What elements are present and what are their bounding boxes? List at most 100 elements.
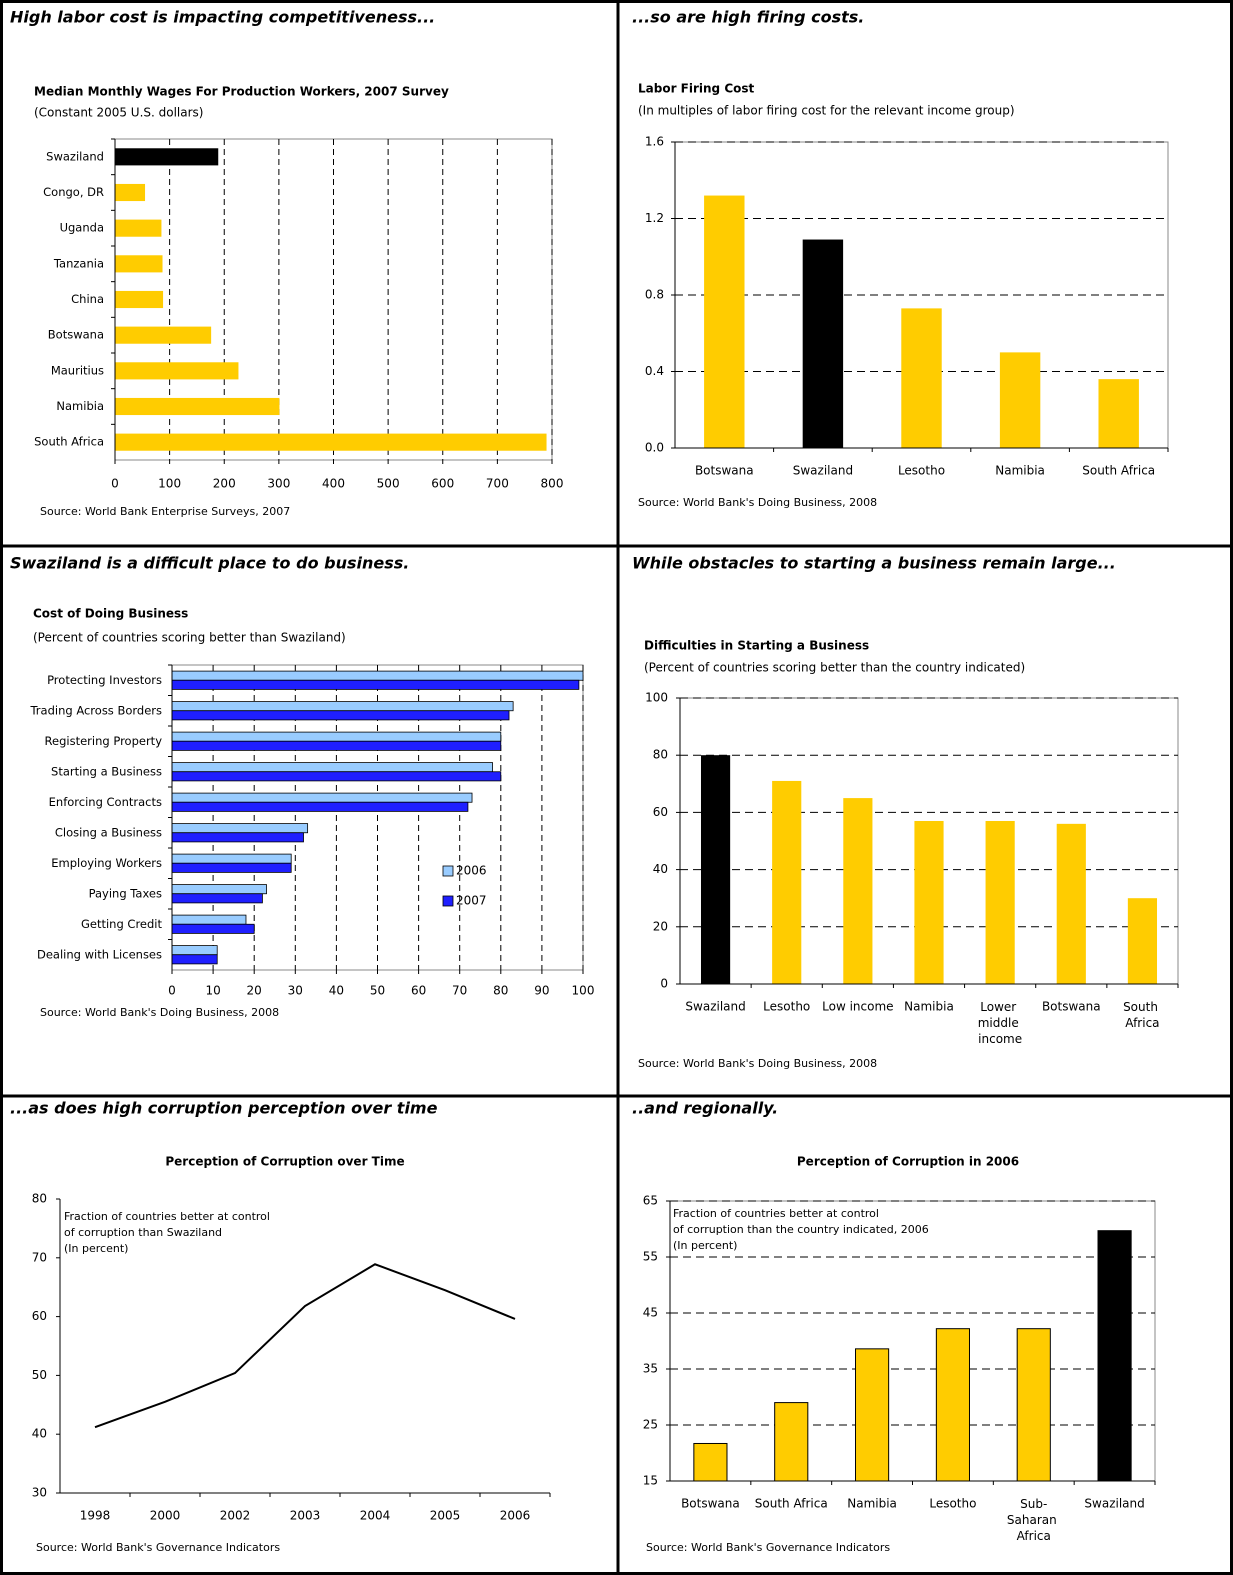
bar xyxy=(700,755,731,984)
category-label: Swaziland xyxy=(46,149,104,163)
x-tick-label: 50 xyxy=(370,984,385,998)
x-tick-label: 2000 xyxy=(150,1509,181,1523)
chart-subtitle: (Percent of countries scoring better tha… xyxy=(33,631,346,645)
chart-title: Difficulties in Starting a Business xyxy=(644,639,869,653)
category-label: Registering Property xyxy=(45,734,163,748)
y-tick-label: 40 xyxy=(32,1427,47,1441)
bar xyxy=(171,792,473,803)
y-tick-label: 0.0 xyxy=(645,441,664,455)
legend-label: 2006 xyxy=(456,864,487,878)
x-tick-label: 0 xyxy=(168,984,176,998)
chart-panel: While obstacles to starting a business r… xyxy=(632,554,1179,1070)
bar xyxy=(171,945,218,956)
x-tick-label: 400 xyxy=(322,477,345,491)
bar xyxy=(171,801,469,812)
y-tick-label: 0.4 xyxy=(645,364,664,378)
bar xyxy=(1016,1328,1051,1482)
x-tick-label: Sub-Saharan Africa xyxy=(1007,1497,1061,1543)
bar xyxy=(171,893,263,904)
bar xyxy=(171,914,247,925)
x-tick-label: Lesotho xyxy=(929,1497,976,1511)
x-tick-label: South Africa xyxy=(1082,464,1155,478)
source-note: Source: World Bank's Doing Business, 200… xyxy=(638,496,877,509)
category-label: Paying Taxes xyxy=(89,886,162,900)
y-tick-label: 0 xyxy=(660,977,668,991)
y-tick-label: 20 xyxy=(653,919,668,933)
bar xyxy=(171,679,580,690)
bar xyxy=(171,762,493,773)
y-tick-label: 65 xyxy=(643,1194,658,1208)
bar xyxy=(914,820,944,984)
source-note: Source: World Bank's Doing Business, 200… xyxy=(40,1006,279,1019)
bar xyxy=(171,771,502,782)
category-label: South Africa xyxy=(34,435,104,449)
x-tick-label: South Africa xyxy=(1123,1000,1162,1030)
bar xyxy=(115,219,162,237)
bar xyxy=(115,433,547,451)
chart-title: Median Monthly Wages For Production Work… xyxy=(34,85,449,99)
bar xyxy=(115,290,164,309)
bar xyxy=(1098,379,1139,448)
y-tick-label: 1.6 xyxy=(645,135,664,149)
legend-swatch xyxy=(442,865,454,877)
bar xyxy=(772,780,802,984)
x-tick-label: 2006 xyxy=(500,1509,531,1523)
x-tick-label: Swaziland xyxy=(1084,1497,1144,1511)
bar xyxy=(171,670,584,681)
bar xyxy=(1127,898,1158,984)
bar xyxy=(693,1442,728,1482)
x-tick-label: 500 xyxy=(377,477,400,491)
bar xyxy=(115,397,280,416)
panel-heading: High labor cost is impacting competitive… xyxy=(10,8,435,27)
panel-heading: ...so are high firing costs. xyxy=(632,8,864,27)
bar xyxy=(171,884,267,895)
legend-label: 2007 xyxy=(456,894,487,908)
bar xyxy=(171,740,502,751)
x-tick-label: 200 xyxy=(213,477,236,491)
x-tick-label: 100 xyxy=(158,477,181,491)
bar xyxy=(115,148,219,166)
x-tick-label: Swaziland xyxy=(793,464,853,478)
x-tick-label: 2003 xyxy=(290,1509,321,1523)
category-label: Dealing with Licenses xyxy=(37,947,162,961)
category-label: Uganda xyxy=(60,221,104,235)
plot-frame xyxy=(669,1200,1156,1482)
x-tick-label: Lower middle income xyxy=(978,1000,1023,1046)
bar xyxy=(171,710,510,721)
bar xyxy=(171,823,309,834)
y-tick-label: 60 xyxy=(32,1309,47,1323)
y-tick-label: 0.8 xyxy=(645,288,664,302)
x-tick-label: 20 xyxy=(247,984,262,998)
bar xyxy=(1056,823,1086,984)
chart-title: Labor Firing Cost xyxy=(638,82,755,96)
x-tick-label: Lesotho xyxy=(763,1000,810,1014)
y-tick-label: 80 xyxy=(653,748,668,762)
y-tick-label: 50 xyxy=(32,1368,47,1382)
x-tick-label: Low income xyxy=(822,1000,893,1014)
x-tick-label: 100 xyxy=(572,984,595,998)
chart-title: Cost of Doing Business xyxy=(33,607,188,621)
x-tick-label: 300 xyxy=(267,477,290,491)
annotation: (In percent) xyxy=(673,1239,737,1252)
category-label: Mauritius xyxy=(51,363,104,377)
source-note: Source: World Bank's Doing Business, 200… xyxy=(638,1057,877,1070)
annotation: of corruption than Swaziland xyxy=(64,1226,222,1239)
source-note: Source: World Bank Enterprise Surveys, 2… xyxy=(40,505,290,518)
x-tick-label: 60 xyxy=(411,984,426,998)
x-tick-label: 2004 xyxy=(360,1509,391,1523)
y-tick-label: 55 xyxy=(643,1250,658,1264)
bar xyxy=(1097,1230,1132,1482)
y-tick-label: 60 xyxy=(653,805,668,819)
source-note: Source: World Bank's Governance Indicato… xyxy=(646,1541,890,1554)
chart-panel: ...as does high corruption perception ov… xyxy=(10,1099,551,1554)
bar xyxy=(171,832,304,843)
chart-subtitle: (In multiples of labor firing cost for t… xyxy=(638,104,1015,118)
x-tick-label: Lesotho xyxy=(898,464,945,478)
y-tick-label: 1.2 xyxy=(645,211,664,225)
x-tick-label: South Africa xyxy=(755,1497,828,1511)
y-tick-label: 15 xyxy=(643,1474,658,1488)
chart-panel: ...so are high firing costs. Labor Firing… xyxy=(632,8,1169,509)
x-tick-label: 80 xyxy=(493,984,508,998)
category-label: Starting a Business xyxy=(51,764,162,778)
